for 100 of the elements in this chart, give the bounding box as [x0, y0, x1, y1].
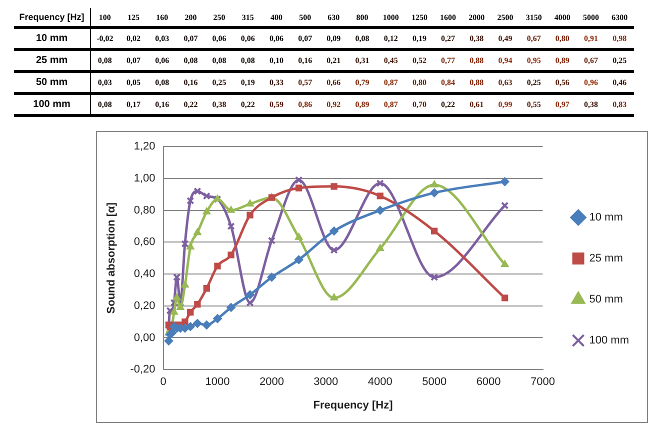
data-label: 0,08 — [240, 55, 256, 67]
data-label: 0,63 — [497, 77, 514, 89]
y-tick-label: 0,00 — [134, 332, 156, 344]
data-label: 0,77 — [440, 55, 456, 67]
data-label: 0,55 — [526, 99, 542, 111]
data-label: 0,02 — [126, 33, 142, 45]
data-label: 0,22 — [240, 99, 256, 111]
data-label: 0,80 — [554, 33, 570, 45]
x-tick-label: 125 — [126, 12, 140, 24]
x-tick-label: 2000 — [259, 376, 284, 388]
data-label: 0,91 — [583, 33, 599, 45]
data-label: 0,87 — [382, 77, 399, 89]
data-label: 0,84 — [440, 77, 456, 89]
x-tick-label: 200 — [184, 12, 198, 24]
data-label: 0,06 — [240, 33, 256, 45]
legend-label: 100 mm — [589, 334, 630, 347]
data-label: 0,06 — [268, 33, 284, 45]
x-tick-label: 400 — [269, 12, 284, 24]
data-label: 0,19 — [411, 33, 428, 45]
data-label: 0,66 — [326, 77, 342, 89]
x-tick-label: 630 — [326, 12, 341, 24]
data-label: 0,05 — [126, 77, 142, 89]
x-tick-label: 6000 — [476, 376, 501, 388]
x-tick-label: 500 — [298, 12, 312, 24]
data-label: 0,96 — [583, 77, 599, 89]
y-tick-label: 0,20 — [134, 300, 156, 312]
x-tick-label: 315 — [240, 12, 255, 24]
data-label: 0,52 — [411, 55, 428, 67]
data-label: 0,07 — [126, 55, 142, 67]
x-tick-label: 1000 — [205, 376, 230, 388]
data-label: 0,06 — [211, 33, 228, 45]
x-tick-label: 4000 — [553, 12, 572, 24]
y-tick-label: 0,40 — [134, 268, 156, 280]
x-tick-label: 1250 — [410, 12, 428, 24]
data-label: 0,38 — [468, 33, 485, 45]
x-tick-label: 0 — [160, 376, 166, 388]
x-tick-label: 5000 — [582, 12, 600, 24]
data-label: 0,79 — [354, 77, 370, 89]
data-label: 0,87 — [382, 99, 399, 111]
data-label: 0,27 — [440, 33, 456, 45]
data-label: 0,94 — [497, 55, 514, 67]
data-label: 0,08 — [211, 55, 228, 67]
y-tick-label: 0,60 — [134, 236, 156, 248]
data-label: 0,08 — [182, 55, 199, 67]
y-tick-label: 1,20 — [134, 140, 156, 153]
y-tick-label: 100 mm — [14, 94, 90, 116]
data-label: 0,97 — [554, 99, 570, 111]
data-label: 0,89 — [354, 99, 370, 111]
data-label: 0,46 — [612, 77, 628, 89]
y-axis-title: Sound absorption [α] — [106, 202, 118, 314]
data-label: 0,80 — [411, 77, 428, 89]
data-label: 0,45 — [382, 55, 399, 67]
data-label: 0,38 — [211, 99, 228, 111]
x-tick-label: 6300 — [610, 12, 629, 24]
x-tick-label: 7000 — [530, 376, 556, 388]
y-tick-label: 25 mm — [14, 50, 90, 72]
data-label: 0,17 — [126, 99, 142, 111]
data-label: 0,56 — [554, 77, 570, 89]
x-tick-label: 100 — [98, 12, 112, 24]
legend-label: 50 mm — [589, 294, 623, 306]
data-label: 0,22 — [182, 99, 199, 111]
y-tick-label: 0,80 — [134, 204, 156, 216]
x-tick-label: 2500 — [496, 12, 514, 24]
x-axis-title: Frequency [Hz] — [313, 399, 394, 412]
x-tick-label: 5000 — [422, 376, 447, 388]
legend-label: 25 mm — [589, 252, 623, 265]
data-label: 0,25 — [526, 77, 542, 89]
y-tick-label: 50 mm — [14, 72, 90, 94]
data-label: 0,98 — [612, 33, 628, 45]
data-label: 0,16 — [297, 55, 314, 67]
data-label: 0,03 — [154, 33, 170, 45]
y-tick-label: 1,00 — [134, 172, 156, 184]
data-label: 0,67 — [526, 33, 542, 45]
x-axis-title: Frequency [Hz] — [14, 8, 90, 28]
data-label: 0,08 — [96, 99, 113, 111]
data-label: 0,95 — [526, 55, 542, 67]
data-label: 0,33 — [268, 77, 284, 89]
data-label: 0,06 — [154, 55, 170, 67]
data-label: 0,59 — [268, 99, 284, 111]
data-label: -0,02 — [96, 33, 114, 45]
x-tick-label: 3150 — [524, 12, 543, 24]
x-tick-label: 1600 — [439, 12, 458, 24]
data-label: 0,07 — [297, 33, 314, 45]
x-tick-label: 1000 — [382, 12, 400, 24]
data-label: 0,49 — [497, 33, 514, 45]
data-label: 0,86 — [297, 99, 314, 111]
x-tick-label: 3000 — [314, 376, 338, 388]
data-label: 0,38 — [583, 99, 599, 111]
x-tick-label: 250 — [212, 12, 226, 24]
data-label: 0,67 — [583, 55, 599, 67]
data-label: 0,21 — [326, 55, 342, 67]
x-tick-label: 160 — [155, 12, 170, 24]
data-label: 0,88 — [468, 55, 485, 67]
data-label: 0,88 — [468, 77, 485, 89]
data-label: 0,22 — [440, 99, 456, 111]
x-tick-label: 2000 — [468, 12, 486, 24]
data-label: 0,08 — [354, 33, 370, 45]
data-label: 0,25 — [211, 77, 228, 89]
y-tick-label: 10 mm — [14, 28, 90, 50]
data-label: 0,12 — [382, 33, 399, 45]
